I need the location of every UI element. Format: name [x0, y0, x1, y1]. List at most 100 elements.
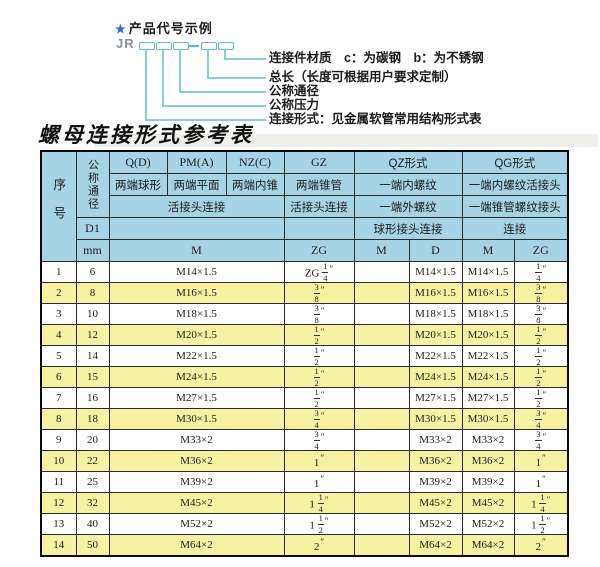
- code-dash: [188, 45, 199, 47]
- header-pm: PM(A): [166, 150, 227, 174]
- table-row: 2 8 M16×1.5 3 8 ″ M16×1.5 M16×1.5 3 8 ″: [40, 282, 569, 304]
- cell-qg_zg: 3 4 ″: [513, 408, 569, 430]
- cell-no: 1: [40, 261, 77, 283]
- cell-qz_d: M33×2: [408, 429, 463, 451]
- header-qg-conn: 连接: [461, 217, 569, 240]
- header-nz: NZ(C): [225, 150, 285, 174]
- cell-qz_m: [353, 324, 410, 346]
- connector-line: [145, 119, 266, 121]
- table-row: 4 12 M20×1.5 1 2 ″ M20×1.5 M20×1.5 1 2 ″: [40, 324, 569, 346]
- table-row: 1 6 M14×1.5 ZG 1 4 ″ M14×1.5 M14×1.5 1 4 ″: [40, 261, 569, 283]
- cell-qg_zg: 3 8 ″: [513, 303, 569, 325]
- cell-qz_d: M52×2: [408, 513, 463, 535]
- cell-dn: 50: [75, 534, 110, 557]
- table-row: 10 22 M36×2 1″ M36×2 M36×2 1″: [40, 450, 569, 472]
- cell-qg_m: M18×1.5: [461, 303, 515, 325]
- table-row: 14 50 M64×2 2″ M64×2 M64×2 2″: [40, 534, 569, 557]
- nut-connection-table: 序号 公称通径 Q(D) PM(A) NZ(C) GZ QZ形式 QG形式 两端…: [40, 150, 570, 557]
- table-row: 6 15 M24×1.5 1 2 ″ M24×1.5 M24×1.5 1 2 ″: [40, 366, 569, 388]
- cell-qz_d: M36×2: [408, 450, 463, 472]
- table-row: 5 14 M22×1.5 1 2 ″ M22×1.5 M22×1.5 1 2 ″: [40, 345, 569, 367]
- code-label-material: 连接件材质 c：为碳钢 b：为不锈钢: [269, 51, 484, 65]
- cell-zg: 3 8 ″: [283, 303, 355, 325]
- header-qz-sub2: 一端外螺纹: [353, 195, 463, 218]
- cell-qg_m: M33×2: [461, 429, 515, 451]
- connector-line: [145, 49, 147, 119]
- table-body: 1 6 M14×1.5 ZG 1 4 ″ M14×1.5 M14×1.5 1 4 ″ 2 8 M16×1…: [40, 261, 569, 557]
- header-qz-m: M: [353, 239, 410, 262]
- cell-no: 13: [40, 513, 77, 535]
- header-ball-conn: 球形接头连接: [353, 217, 463, 240]
- header-zg: ZG: [283, 239, 355, 262]
- cell-no: 3: [40, 303, 77, 325]
- connector-line: [179, 91, 266, 93]
- table-row: 7 16 M27×1.5 1 2 ″ M27×1.5 M27×1.5 1 2 ″: [40, 387, 569, 409]
- header-pm-sub: 两端平面: [166, 173, 227, 196]
- cell-no: 5: [40, 345, 77, 367]
- header-blank-gz: [283, 217, 355, 240]
- cell-qg_m: M16×1.5: [461, 282, 515, 304]
- connector-line: [162, 105, 266, 107]
- cell-qg_zg: 1 4 ″: [513, 261, 569, 283]
- cell-dn: 8: [75, 282, 110, 304]
- code-box-1: [139, 42, 155, 50]
- code-label-connection: 连接形式：见金属软管常用结构形式表: [269, 112, 482, 126]
- cell-qg_zg: 1 2 ″: [513, 387, 569, 409]
- cell-no: 12: [40, 492, 77, 514]
- table-title: 螺母连接形式参考表: [38, 123, 254, 147]
- header-qg-zg: ZG: [513, 239, 569, 262]
- code-box-5: [218, 42, 234, 50]
- cell-dn: 25: [75, 471, 110, 493]
- header-unit: mm: [75, 239, 110, 262]
- cell-qg_zg: 1″: [513, 450, 569, 472]
- cell-qg_m: M27×1.5: [461, 387, 515, 409]
- cell-m: M14×1.5: [108, 261, 285, 283]
- product-code-heading-text: 产品代号示例: [128, 21, 213, 36]
- cell-zg: 3 8 ″: [283, 282, 355, 304]
- cell-dn: 18: [75, 408, 110, 430]
- header-seq: 序号: [40, 150, 77, 262]
- scan-band: [95, 134, 598, 147]
- cell-m: M24×1.5: [108, 366, 285, 388]
- header-d1: D1: [75, 217, 110, 240]
- header-qg-sub2: 一端锥管螺纹接头: [461, 195, 569, 218]
- header-qg-sub: 一端内螺纹活接头: [461, 173, 569, 196]
- code-label-length: 总长（长度可根据用户要求定制）: [269, 70, 457, 84]
- cell-zg: 3 4 ″: [283, 429, 355, 451]
- table-header: 序号 公称通径 Q(D) PM(A) NZ(C) GZ QZ形式 QG形式 两端…: [40, 150, 569, 262]
- cell-qg_m: M22×1.5: [461, 345, 515, 367]
- cell-qz_d: M20×1.5: [408, 324, 463, 346]
- cell-qz_d: M18×1.5: [408, 303, 463, 325]
- table-row: 3 10 M18×1.5 3 8 ″ M18×1.5 M18×1.5 3 8 ″: [40, 303, 569, 325]
- star-icon: ★: [115, 22, 127, 36]
- cell-dn: 40: [75, 513, 110, 535]
- cell-zg: 1 1 2 ″: [283, 513, 355, 535]
- cell-zg: 1 2 ″: [283, 345, 355, 367]
- header-blank-left: [108, 217, 285, 240]
- cell-qg_m: M14×1.5: [461, 261, 515, 283]
- header-union-conn: 活接头连接: [108, 195, 285, 218]
- cell-m: M39×2: [108, 471, 285, 493]
- cell-qz_m: [353, 471, 410, 493]
- header-gz: GZ: [283, 150, 355, 174]
- cell-qz_m: [353, 492, 410, 514]
- connector-line: [162, 49, 164, 105]
- cell-no: 4: [40, 324, 77, 346]
- cell-dn: 15: [75, 366, 110, 388]
- header-q: Q(D): [108, 150, 168, 174]
- code-label-pressure: 公称压力: [269, 98, 320, 112]
- code-box-4: [201, 42, 217, 50]
- cell-qz_d: M30×1.5: [408, 408, 463, 430]
- cell-qz_d: M24×1.5: [408, 366, 463, 388]
- cell-qg_zg: 1 2 ″: [513, 345, 569, 367]
- cell-m: M36×2: [108, 450, 285, 472]
- cell-dn: 20: [75, 429, 110, 451]
- cell-qz_d: M14×1.5: [408, 261, 463, 283]
- cell-qg_zg: 3 4 ″: [513, 429, 569, 451]
- header-bore: 公称通径: [75, 150, 110, 218]
- cell-m: M52×2: [108, 513, 285, 535]
- cell-qg_zg: 2″: [513, 534, 569, 557]
- cell-no: 6: [40, 366, 77, 388]
- cell-qg_m: M20×1.5: [461, 324, 515, 346]
